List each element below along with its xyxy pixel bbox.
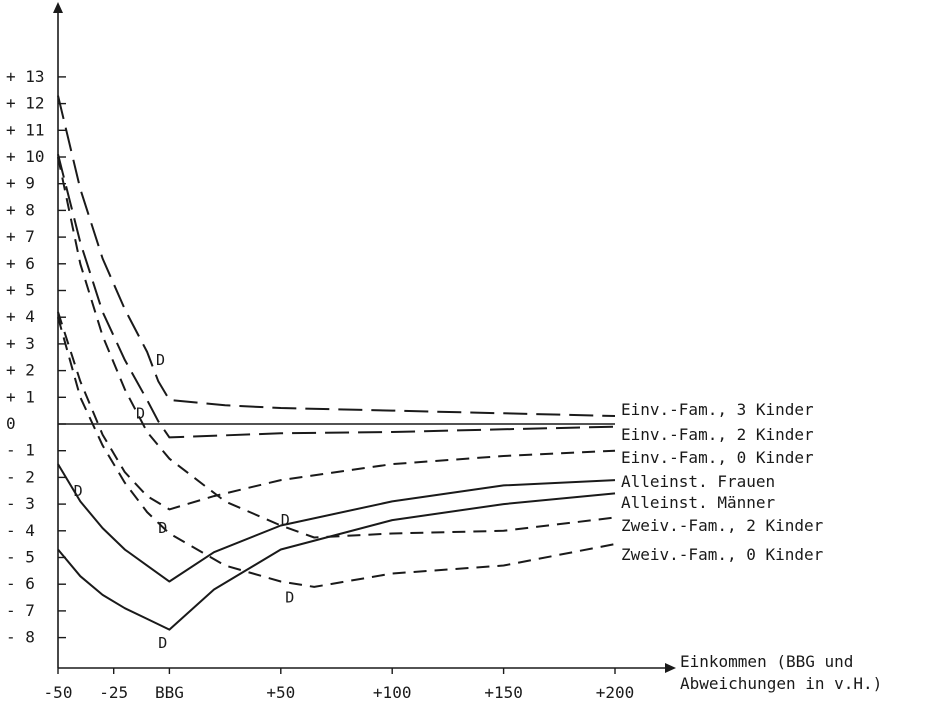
y-tick-label: + 7: [6, 227, 35, 246]
series-label: Alleinst. Frauen: [621, 472, 775, 491]
series-line: [57, 154, 616, 439]
d-markers: D D D D D D D: [74, 351, 295, 652]
y-tick-label: - 2: [6, 467, 35, 486]
d-marker: D: [158, 519, 167, 537]
y-tick-label: - 8: [6, 628, 35, 647]
series-line: [57, 311, 616, 511]
y-tick-label: - 7: [6, 601, 35, 620]
series-label: Zweiv.-Fam., 0 Kinder: [621, 545, 824, 564]
series-line: [57, 492, 616, 631]
y-tick-label: + 2: [6, 361, 35, 380]
d-marker: D: [285, 589, 294, 607]
y-ticks: + 13+ 12+ 11+ 10+ 9+ 8+ 7+ 6+ 5+ 4+ 3+ 2…: [6, 67, 66, 647]
x-tick-label: +150: [484, 683, 523, 702]
y-tick-label: + 6: [6, 254, 35, 273]
y-tick-label: + 9: [6, 174, 35, 193]
y-tick-label: - 4: [6, 521, 35, 540]
x-tick-label: BBG: [155, 683, 184, 702]
x-axis-arrow: [665, 663, 676, 673]
y-tick-label: - 5: [6, 548, 35, 567]
y-tick-label: + 8: [6, 200, 35, 219]
y-tick-label: + 11: [6, 120, 45, 139]
y-axis-arrow: [53, 2, 63, 13]
y-tick-label: + 3: [6, 334, 35, 353]
x-axis-title-line-1: Einkommen (BBG und: [680, 652, 853, 671]
x-axis-title-line-2: Abweichungen in v.H.): [680, 674, 882, 693]
y-tick-label: + 12: [6, 94, 45, 113]
series-labels: Einv.-Fam., 3 Kinder Einv.-Fam., 2 Kinder…: [621, 400, 824, 564]
series-label: Einv.-Fam., 3 Kinder: [621, 400, 814, 419]
y-tick-label: + 13: [6, 67, 45, 86]
x-axis-title: Einkommen (BBG und Abweichungen in v.H.): [680, 652, 882, 693]
series-label: Einv.-Fam., 0 Kinder: [621, 448, 814, 467]
d-marker: D: [158, 634, 167, 652]
y-tick-label: - 3: [6, 494, 35, 513]
x-tick-label: +50: [266, 683, 295, 702]
x-ticks: -50 -25 BBG +50 +100 +150 +200: [44, 668, 635, 702]
y-tick-label: - 6: [6, 574, 35, 593]
y-tick-label: 0: [6, 414, 16, 433]
y-tick-label: + 5: [6, 281, 35, 300]
x-tick-label: +200: [596, 683, 635, 702]
series-line: [57, 463, 616, 583]
y-tick-label: + 1: [6, 387, 35, 406]
y-tick-label: + 10: [6, 147, 45, 166]
series-line: [57, 156, 616, 539]
axes: [53, 2, 676, 673]
series-line: [57, 316, 616, 588]
x-tick-label: -50: [44, 683, 73, 702]
x-tick-label: +100: [373, 683, 412, 702]
d-marker: D: [74, 482, 83, 500]
d-marker: D: [136, 404, 145, 422]
y-tick-label: + 4: [6, 307, 35, 326]
series-label: Einv.-Fam., 2 Kinder: [621, 425, 814, 444]
x-tick-label: -25: [99, 683, 128, 702]
d-marker: D: [281, 511, 290, 529]
series-label: Zweiv.-Fam., 2 Kinder: [621, 516, 824, 535]
series-layer: [57, 95, 616, 631]
y-tick-label: - 1: [6, 441, 35, 460]
series-label: Alleinst. Männer: [621, 493, 775, 512]
series-line: [57, 95, 616, 417]
d-marker: D: [156, 351, 165, 369]
